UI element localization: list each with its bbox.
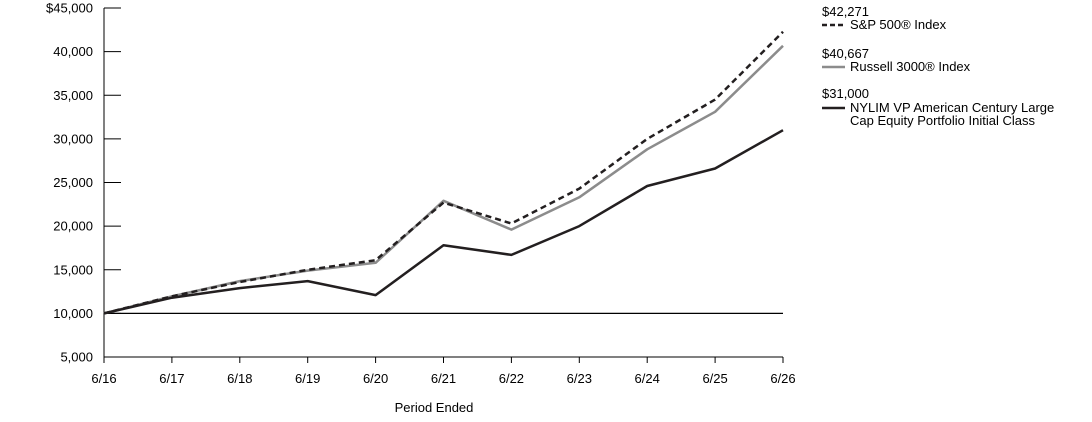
y-tick-label: 20,000 (53, 219, 93, 234)
x-tick-label: 6/18 (227, 371, 252, 386)
x-tick-label: 6/20 (363, 371, 388, 386)
x-tick-label: 6/17 (159, 371, 184, 386)
legend-end-value: $31,000 (822, 86, 869, 101)
y-tick-label: 25,000 (53, 175, 93, 190)
series-line-2 (103, 129, 784, 315)
y-tick-label: 30,000 (53, 131, 93, 146)
y-tick-label: 35,000 (53, 88, 93, 103)
y-tick-label: 5,000 (60, 350, 93, 365)
x-tick-label: 6/19 (295, 371, 320, 386)
x-axis-title: Period Ended (395, 400, 474, 415)
legend-label: Cap Equity Portfolio Initial Class (850, 113, 1035, 128)
series-line-0 (103, 30, 784, 315)
x-tick-label: 6/24 (635, 371, 660, 386)
legend-end-value: $40,667 (822, 46, 869, 61)
x-tick-label: 6/26 (770, 371, 795, 386)
legend-label: S&P 500® Index (850, 17, 947, 32)
y-tick-label: 10,000 (53, 306, 93, 321)
x-tick-label: 6/22 (499, 371, 524, 386)
x-tick-label: 6/25 (702, 371, 727, 386)
x-tick-label: 6/16 (91, 371, 116, 386)
x-tick-label: 6/23 (567, 371, 592, 386)
y-tick-label: $45,000 (46, 1, 93, 16)
legend-label: NYLIM VP American Century Large (850, 100, 1054, 115)
series-lines (103, 30, 784, 315)
y-tick-label: 40,000 (53, 44, 93, 59)
x-tick-label: 6/21 (431, 371, 456, 386)
axes: 5,000 10,000 15,000 20,000 25,000 30,000 35,00… (46, 1, 796, 387)
legend-label: Russell 3000® Index (850, 59, 971, 74)
y-tick-label: 15,000 (53, 262, 93, 277)
series-line-1 (103, 44, 784, 315)
legend-end-value: $42,271 (822, 4, 869, 19)
